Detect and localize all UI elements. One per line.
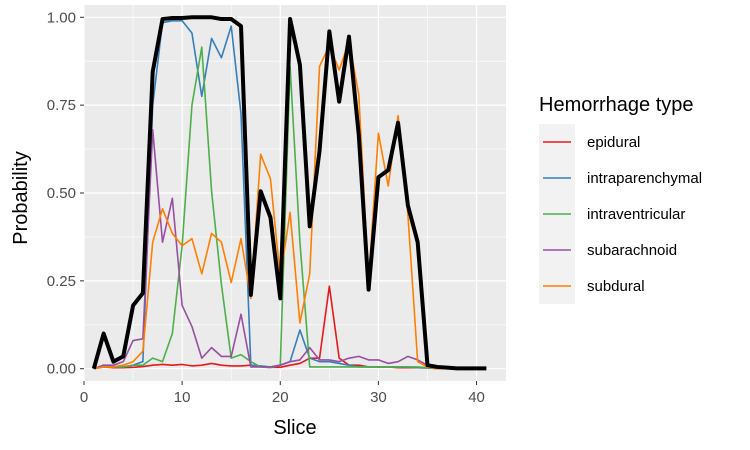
y-axis-title: Probability (10, 151, 32, 244)
x-tick-label: 40 (468, 389, 485, 406)
legend-label-subdural: subdural (587, 278, 645, 295)
y-tick-label: 0.00 (47, 361, 76, 378)
x-tick-label: 30 (370, 389, 387, 406)
x-axis-title: Slice (273, 417, 316, 439)
legend-label-subarachnoid: subarachnoid (587, 242, 677, 259)
y-tick-label: 0.50 (47, 185, 76, 202)
y-tick-label: 1.00 (47, 9, 76, 26)
legend-title: Hemorrhage type (539, 94, 694, 116)
y-tick-label: 0.75 (47, 97, 76, 114)
series-layer (91, 15, 487, 371)
series-line-subdural (93, 41, 487, 370)
axes: 0 10 20 30 40 0.00 0.25 0.50 0.75 1.00 (47, 9, 485, 406)
x-tick-label: 0 (80, 389, 88, 406)
x-tick-label: 20 (272, 389, 289, 406)
x-tick-label: 10 (174, 389, 191, 406)
legend-label-intraparenchymal: intraparenchymal (587, 170, 702, 187)
series-line-overall (91, 15, 487, 371)
legend-label-epidural: epidural (587, 134, 640, 151)
series-line-subarachnoid (93, 128, 487, 370)
y-tick-label: 0.25 (47, 273, 76, 290)
legend: Hemorrhage type epidural intraparenchymal… (539, 94, 702, 304)
legend-label-intraventricular: intraventricular (587, 206, 685, 223)
